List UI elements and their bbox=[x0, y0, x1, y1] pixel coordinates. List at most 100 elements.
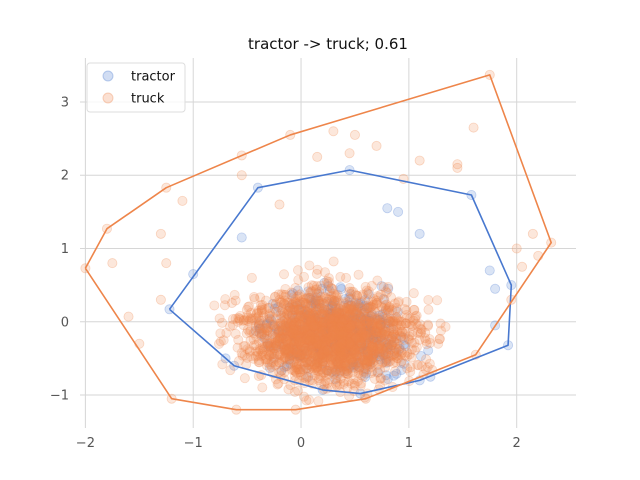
data-point-tractor bbox=[331, 315, 342, 326]
data-point-tractor bbox=[337, 320, 348, 331]
data-point-tractor bbox=[288, 331, 299, 342]
data-point-truck bbox=[338, 355, 349, 366]
data-point-tractor bbox=[289, 330, 300, 341]
data-point-truck bbox=[321, 292, 332, 303]
data-point-truck bbox=[341, 314, 352, 325]
data-point-truck bbox=[364, 339, 375, 350]
data-point-tractor bbox=[330, 303, 341, 314]
data-point-tractor bbox=[317, 330, 328, 341]
data-point-truck bbox=[266, 362, 277, 373]
data-point-truck bbox=[332, 350, 343, 361]
data-point-tractor bbox=[351, 306, 362, 317]
data-point-tractor bbox=[344, 335, 355, 346]
data-point-truck bbox=[335, 349, 346, 360]
data-point-tractor bbox=[305, 324, 316, 335]
data-point-truck bbox=[406, 327, 417, 338]
data-point-truck bbox=[325, 354, 336, 365]
data-point-truck bbox=[350, 309, 361, 320]
data-point-truck bbox=[375, 309, 386, 320]
data-point-tractor bbox=[386, 339, 397, 350]
data-point-truck bbox=[269, 343, 280, 354]
data-point-truck bbox=[242, 344, 253, 355]
data-point-tractor bbox=[303, 286, 314, 297]
data-point-truck bbox=[306, 335, 317, 346]
data-point-truck bbox=[335, 373, 346, 384]
data-point-tractor bbox=[337, 321, 348, 332]
data-point-tractor bbox=[336, 314, 347, 325]
data-point-tractor bbox=[386, 322, 397, 333]
data-point-truck bbox=[379, 330, 390, 341]
data-point-tractor bbox=[367, 326, 378, 337]
data-point-tractor bbox=[313, 339, 324, 350]
data-point-truck bbox=[309, 318, 320, 329]
data-point-truck bbox=[270, 338, 281, 349]
data-point-tractor bbox=[317, 350, 328, 361]
data-point-truck bbox=[301, 330, 312, 341]
data-point-tractor bbox=[289, 328, 300, 339]
data-point-truck bbox=[288, 321, 299, 332]
data-point-truck bbox=[284, 310, 295, 321]
data-point-tractor bbox=[333, 312, 344, 323]
data-point-truck bbox=[399, 304, 410, 315]
data-point-tractor bbox=[320, 322, 331, 333]
data-point-tractor bbox=[284, 319, 295, 330]
data-point-truck bbox=[298, 352, 309, 363]
data-point-tractor bbox=[354, 345, 365, 356]
data-point-tractor bbox=[311, 320, 322, 331]
data-point-tractor bbox=[382, 318, 393, 329]
data-point-tractor bbox=[271, 324, 282, 335]
data-point-truck bbox=[331, 343, 342, 354]
data-point-tractor bbox=[286, 290, 297, 301]
data-point-truck bbox=[409, 337, 420, 348]
data-point-tractor bbox=[359, 344, 370, 355]
data-point-tractor bbox=[308, 310, 319, 321]
data-point-truck bbox=[274, 350, 285, 361]
data-point-tractor bbox=[261, 319, 272, 330]
data-point-tractor bbox=[342, 320, 353, 331]
data-point-truck bbox=[351, 296, 362, 307]
data-point-tractor bbox=[304, 293, 315, 304]
data-point-truck bbox=[354, 340, 365, 351]
data-point-tractor bbox=[287, 320, 298, 331]
data-point-tractor bbox=[312, 337, 323, 348]
data-point-truck bbox=[319, 360, 330, 371]
data-point-truck bbox=[326, 290, 337, 301]
data-point-truck bbox=[432, 295, 443, 306]
data-point-tractor bbox=[316, 283, 327, 294]
data-point-tractor bbox=[295, 303, 306, 314]
data-point-truck bbox=[332, 316, 343, 327]
data-point-tractor bbox=[320, 313, 331, 324]
data-point-truck bbox=[311, 341, 322, 352]
chart-title: tractor -> truck; 0.61 bbox=[248, 35, 408, 53]
data-point-truck bbox=[375, 319, 386, 330]
data-point-tractor bbox=[276, 365, 287, 376]
data-point-tractor bbox=[317, 330, 328, 341]
data-point-truck bbox=[274, 338, 285, 349]
data-point-truck bbox=[304, 321, 315, 332]
y-tick-label: 1 bbox=[61, 242, 69, 257]
data-point-tractor bbox=[310, 298, 321, 309]
data-point-truck bbox=[357, 355, 368, 366]
data-point-tractor bbox=[382, 374, 393, 385]
data-point-truck bbox=[413, 360, 424, 371]
x-tick-label: −2 bbox=[76, 436, 95, 451]
data-point-truck bbox=[341, 302, 352, 313]
data-point-truck bbox=[349, 317, 360, 328]
data-point-truck bbox=[383, 351, 394, 362]
data-point-tractor bbox=[335, 320, 346, 331]
data-point-tractor bbox=[338, 336, 349, 347]
data-point-tractor bbox=[301, 363, 312, 374]
data-point-truck bbox=[227, 320, 238, 331]
data-point-truck bbox=[289, 386, 300, 397]
data-point-tractor bbox=[310, 313, 321, 324]
data-point-truck bbox=[378, 336, 389, 347]
data-point-truck bbox=[314, 323, 325, 334]
data-point-tractor bbox=[298, 310, 309, 321]
y-tick-label: −1 bbox=[50, 389, 69, 404]
data-point-truck bbox=[397, 326, 408, 337]
data-point-truck bbox=[368, 333, 379, 344]
data-point-truck bbox=[288, 357, 299, 368]
data-point-truck bbox=[335, 338, 346, 349]
data-point-tractor bbox=[304, 311, 315, 322]
data-point-tractor bbox=[281, 361, 292, 372]
